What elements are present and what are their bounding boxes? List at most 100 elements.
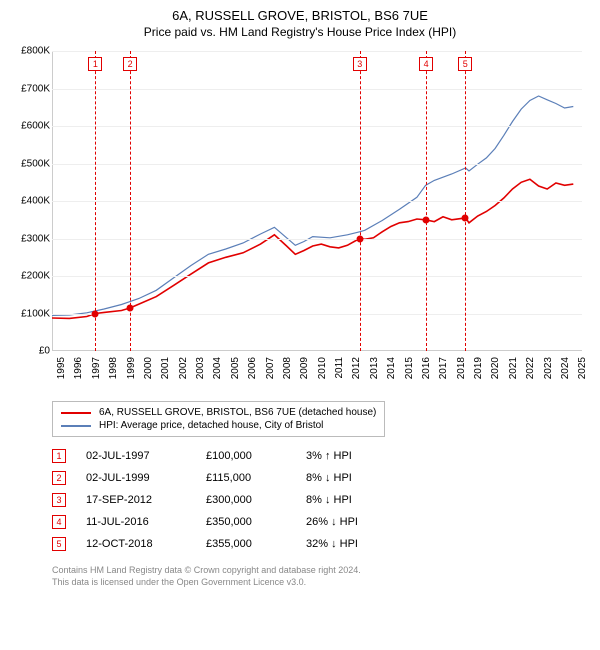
transaction-row: 3 17-SEP-2012 £300,000 8% ↓ HPI	[52, 489, 590, 511]
y-gridline	[52, 201, 582, 202]
x-tick-label: 2011	[334, 357, 345, 379]
x-tick-label: 1999	[126, 357, 137, 379]
transaction-table: 1 02-JUL-1997 £100,000 3% ↑ HPI 2 02-JUL-1999…	[52, 445, 590, 555]
x-tick-label: 2009	[299, 357, 310, 379]
x-tick-label: 2024	[560, 357, 571, 379]
y-tick-label: £300K	[10, 233, 50, 244]
footer-line-1: Contains HM Land Registry data © Crown c…	[52, 565, 590, 577]
transaction-badge: 3	[52, 493, 66, 507]
marker-badge: 4	[419, 57, 433, 71]
y-gridline	[52, 314, 582, 315]
sale-dot	[423, 216, 430, 223]
y-tick-label: £500K	[10, 158, 50, 169]
x-tick-label: 2007	[265, 357, 276, 379]
y-tick-label: £800K	[10, 46, 50, 57]
x-tick-label: 2008	[282, 357, 293, 379]
y-tick-label: £400K	[10, 196, 50, 207]
x-tick-label: 2003	[195, 357, 206, 379]
legend-row: 6A, RUSSELL GROVE, BRISTOL, BS6 7UE (det…	[61, 406, 376, 419]
chart-area: £0£100K£200K£300K£400K£500K£600K£700K£80…	[10, 47, 590, 397]
x-tick-label: 2014	[386, 357, 397, 379]
x-tick-label: 2020	[490, 357, 501, 379]
marker-badge: 1	[88, 57, 102, 71]
transaction-badge: 4	[52, 515, 66, 529]
x-tick-label: 1996	[73, 357, 84, 379]
legend-label: HPI: Average price, detached house, City…	[99, 420, 323, 431]
x-tick-label: 2000	[143, 357, 154, 379]
chart-subtitle: Price paid vs. HM Land Registry's House …	[10, 25, 590, 39]
marker-line	[426, 51, 427, 351]
x-tick-label: 2015	[404, 357, 415, 379]
transaction-date: 11-JUL-2016	[86, 516, 186, 528]
transaction-date: 17-SEP-2012	[86, 494, 186, 506]
x-tick-label: 2025	[577, 357, 588, 379]
transaction-badge: 5	[52, 537, 66, 551]
chart-container: 6A, RUSSELL GROVE, BRISTOL, BS6 7UE Pric…	[0, 0, 600, 598]
y-tick-label: £100K	[10, 308, 50, 319]
x-tick-label: 2022	[525, 357, 536, 379]
transaction-date: 02-JUL-1997	[86, 450, 186, 462]
x-tick-label: 2006	[247, 357, 258, 379]
y-gridline	[52, 239, 582, 240]
transaction-badge: 1	[52, 449, 66, 463]
legend-box: 6A, RUSSELL GROVE, BRISTOL, BS6 7UE (det…	[52, 401, 385, 437]
sale-dot	[356, 235, 363, 242]
legend-swatch	[61, 412, 91, 414]
transaction-diff: 8% ↓ HPI	[306, 472, 406, 484]
x-tick-label: 2023	[543, 357, 554, 379]
x-tick-label: 1998	[108, 357, 119, 379]
transaction-diff: 3% ↑ HPI	[306, 450, 406, 462]
transaction-price: £100,000	[206, 450, 286, 462]
y-tick-label: £700K	[10, 83, 50, 94]
y-gridline	[52, 164, 582, 165]
legend-label: 6A, RUSSELL GROVE, BRISTOL, BS6 7UE (det…	[99, 407, 376, 418]
footer-attribution: Contains HM Land Registry data © Crown c…	[52, 565, 590, 588]
x-tick-label: 2013	[369, 357, 380, 379]
x-tick-label: 2019	[473, 357, 484, 379]
x-tick-label: 2005	[230, 357, 241, 379]
x-tick-label: 2021	[508, 357, 519, 379]
transaction-row: 4 11-JUL-2016 £350,000 26% ↓ HPI	[52, 511, 590, 533]
transaction-row: 1 02-JUL-1997 £100,000 3% ↑ HPI	[52, 445, 590, 467]
legend-row: HPI: Average price, detached house, City…	[61, 419, 376, 432]
marker-line	[360, 51, 361, 351]
x-tick-label: 2016	[421, 357, 432, 379]
x-tick-label: 2017	[438, 357, 449, 379]
sale-dot	[462, 214, 469, 221]
transaction-date: 02-JUL-1999	[86, 472, 186, 484]
x-tick-label: 1995	[56, 357, 67, 379]
chart-title: 6A, RUSSELL GROVE, BRISTOL, BS6 7UE	[10, 8, 590, 23]
y-tick-label: £200K	[10, 271, 50, 282]
transaction-price: £355,000	[206, 538, 286, 550]
transaction-badge: 2	[52, 471, 66, 485]
y-tick-label: £600K	[10, 121, 50, 132]
transaction-date: 12-OCT-2018	[86, 538, 186, 550]
transaction-diff: 8% ↓ HPI	[306, 494, 406, 506]
x-tick-label: 2010	[317, 357, 328, 379]
x-tick-label: 2012	[351, 357, 362, 379]
footer-line-2: This data is licensed under the Open Gov…	[52, 577, 590, 589]
transaction-row: 2 02-JUL-1999 £115,000 8% ↓ HPI	[52, 467, 590, 489]
x-tick-label: 2001	[160, 357, 171, 379]
x-tick-label: 2018	[456, 357, 467, 379]
marker-line	[465, 51, 466, 351]
sale-dot	[127, 304, 134, 311]
x-tick-label: 1997	[91, 357, 102, 379]
transaction-diff: 32% ↓ HPI	[306, 538, 406, 550]
marker-badge: 5	[458, 57, 472, 71]
y-gridline	[52, 126, 582, 127]
transaction-row: 5 12-OCT-2018 £355,000 32% ↓ HPI	[52, 533, 590, 555]
y-gridline	[52, 51, 582, 52]
sale-dot	[92, 310, 99, 317]
x-tick-label: 2004	[212, 357, 223, 379]
marker-badge: 2	[123, 57, 137, 71]
legend-swatch	[61, 425, 91, 427]
y-gridline	[52, 276, 582, 277]
transaction-diff: 26% ↓ HPI	[306, 516, 406, 528]
x-tick-label: 2002	[178, 357, 189, 379]
y-gridline	[52, 89, 582, 90]
transaction-price: £350,000	[206, 516, 286, 528]
marker-badge: 3	[353, 57, 367, 71]
transaction-price: £300,000	[206, 494, 286, 506]
transaction-price: £115,000	[206, 472, 286, 484]
